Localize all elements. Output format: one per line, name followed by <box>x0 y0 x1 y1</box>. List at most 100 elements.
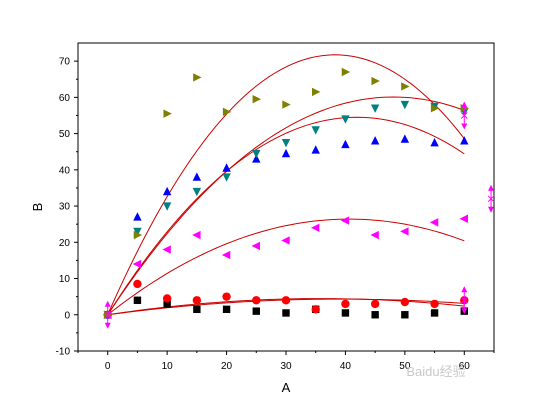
circle-point <box>430 299 439 309</box>
triangle-up-point <box>222 163 231 172</box>
triangle-up-point <box>341 139 350 149</box>
triangle-down-point <box>162 202 172 211</box>
triangle-right-point <box>371 76 380 86</box>
triangle-up-point <box>400 134 410 143</box>
triangle-up-point <box>133 212 142 221</box>
x-tick-label: 30 <box>280 361 292 372</box>
triangle-down-point <box>400 100 410 110</box>
triangle-left-point <box>459 214 468 223</box>
y-tick-label: 10 <box>59 274 71 285</box>
y-axis-ticks: -10 0 10 20 30 40 50 60 70 <box>56 57 78 358</box>
triangle-left-point <box>281 236 290 245</box>
square-point <box>371 311 379 319</box>
triangle-down-point <box>222 173 231 182</box>
x-tick-label: 10 <box>162 361 174 372</box>
y-tick-label: 0 <box>64 310 70 321</box>
x-axis-title: A <box>282 380 291 395</box>
fit-curve <box>107 54 465 315</box>
x-tick-label: 50 <box>399 361 411 372</box>
error-arrow-up <box>461 286 468 293</box>
x-tick-label: 40 <box>340 361 352 372</box>
triangle-left-point <box>340 216 350 225</box>
square-point <box>222 305 231 314</box>
triangle-right-point <box>282 100 291 109</box>
error-arrow-down <box>461 308 468 315</box>
error-arrow-down <box>461 123 468 130</box>
error-cross <box>104 311 112 319</box>
circle-point <box>192 296 202 305</box>
square-point <box>163 300 171 308</box>
y-tick-label: 70 <box>59 57 71 68</box>
fit-curve <box>107 96 465 316</box>
triangle-up-point <box>281 148 291 158</box>
x-tick-label: 0 <box>105 361 111 372</box>
error-cross <box>460 112 468 119</box>
triangle-right-point <box>401 82 410 91</box>
y-tick-label: -10 <box>56 347 71 358</box>
triangle-down-point <box>341 115 350 124</box>
triangle-up-point <box>192 172 202 181</box>
square-point <box>401 311 409 319</box>
triangle-up-point <box>162 186 172 196</box>
triangle-up-point <box>460 136 469 145</box>
y-tick-label: 40 <box>59 165 71 176</box>
error-markers <box>104 101 495 329</box>
square-point <box>252 307 260 315</box>
error-arrow-up <box>104 300 111 307</box>
triangle-left-point <box>221 250 231 260</box>
triangle-up-point <box>252 154 261 163</box>
watermark-text: Baidu经验 <box>406 364 465 379</box>
triangle-left-point <box>311 223 320 232</box>
square-point <box>282 309 290 317</box>
triangle-right-point <box>430 104 440 113</box>
circle-point <box>281 296 291 305</box>
error-arrow-down <box>104 322 111 329</box>
triangle-right-point <box>163 109 172 118</box>
triangle-down-point <box>311 126 320 135</box>
circle-point <box>222 292 231 301</box>
y-tick-label: 20 <box>59 238 71 249</box>
triangle-down-point <box>133 227 142 237</box>
triangle-left-point <box>400 227 409 236</box>
fit-curve <box>107 218 465 316</box>
triangle-down-point <box>252 149 261 159</box>
circle-point <box>252 296 261 305</box>
triangle-down-point <box>192 187 202 197</box>
x-tick-label: 60 <box>459 361 471 372</box>
y-tick-label: 30 <box>59 202 71 213</box>
x-tick-label: 20 <box>221 361 233 372</box>
error-cross <box>487 195 495 203</box>
y-tick-label: 50 <box>59 129 71 140</box>
error-arrow-up <box>488 184 495 191</box>
y-tick-label: 60 <box>59 93 71 104</box>
square-point <box>133 296 142 304</box>
circle-point <box>400 297 410 307</box>
triangle-right-point <box>193 73 202 82</box>
square-point <box>341 309 350 317</box>
triangle-up-point <box>311 145 320 154</box>
triangle-left-point <box>429 218 439 227</box>
circle-point <box>370 299 380 309</box>
triangle-left-point <box>192 230 201 240</box>
triangle-left-point <box>132 259 142 269</box>
triangle-left-point <box>370 230 379 240</box>
triangle-right-point <box>222 107 232 117</box>
circle-point <box>341 299 350 309</box>
triangle-right-point <box>133 230 143 240</box>
triangle-down-point <box>370 104 380 113</box>
data-points <box>103 67 469 320</box>
x-axis-ticks: 0 10 20 30 40 50 60 <box>77 351 495 372</box>
triangle-down-point <box>281 138 291 148</box>
triangle-right-point <box>252 94 261 104</box>
square-point <box>430 309 439 317</box>
triangle-right-point <box>341 67 351 77</box>
error-arrow-up <box>461 101 468 108</box>
fit-curves <box>107 54 465 316</box>
triangle-right-point <box>312 87 321 97</box>
error-arrow-down <box>488 206 495 213</box>
error-cross <box>460 296 468 304</box>
triangle-left-point <box>251 241 260 251</box>
fit-curve <box>107 116 465 316</box>
triangle-up-point <box>430 137 439 147</box>
